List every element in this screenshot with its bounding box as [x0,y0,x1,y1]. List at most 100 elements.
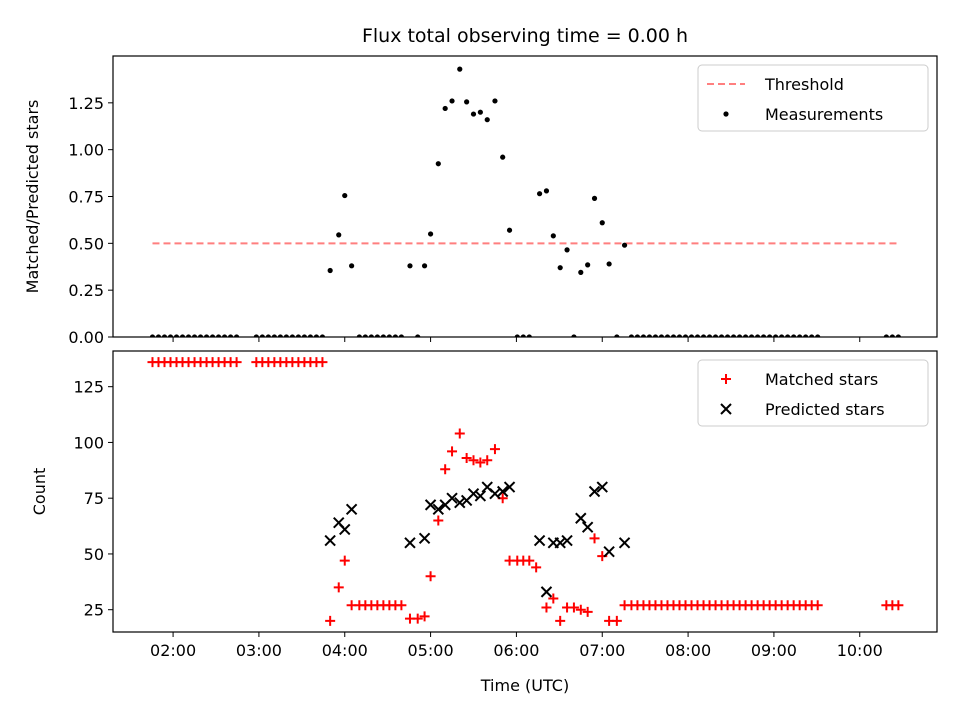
bottom-y-tick-label: 50 [84,545,104,564]
measurement-point [313,334,320,337]
bottom-axes-frame [112,350,938,633]
measurement-point [803,334,809,337]
predicted-star-point [561,534,573,547]
matched-star-point [812,600,823,611]
measurement-point [221,334,228,337]
measurement-point [797,334,803,337]
measurement-point [484,117,490,123]
measurement-point [386,334,392,337]
measurement-point [536,191,543,197]
predicted-star-point [554,537,566,549]
predicted-star-point [432,503,445,516]
measurement-point [203,334,210,337]
measurement-point [477,109,483,115]
measurement-point [215,334,222,337]
measurement-point [883,334,889,337]
x-tick-label: 08:00 [665,641,711,660]
top-y-tick-label: 0.75 [68,188,104,207]
legend-matched-swatch [721,374,731,384]
measurement-point [342,192,348,199]
bottom-y-axis-label: Count [30,468,49,516]
measurement-point [694,334,701,337]
predicted-star-point [581,521,594,533]
matched-star-point [575,604,586,615]
predicted-star-point [467,488,480,500]
bottom-legend: Matched stars Predicted stars [697,359,929,427]
measurement-point [791,334,797,337]
predicted-star-point [454,496,466,509]
measurement-point [149,334,156,337]
measurement-point [227,334,234,337]
measurement-point [449,98,455,104]
matched-star-point [339,555,350,566]
matched-star-point [548,593,559,604]
matched-star-point [317,357,328,368]
predicted-star-point [418,532,431,545]
measurement-point [889,334,895,337]
measurement-point [319,334,326,337]
bottom-y-tick-label: 100 [73,433,104,452]
measurement-point [749,334,755,337]
predicted-star-point [446,492,458,504]
measurement-point [173,334,180,337]
x-tick-label: 04:00 [322,641,368,660]
measurement-point [730,334,737,337]
bottom-y-tick-label: 25 [84,601,104,620]
measurement-point [336,232,342,238]
measurement-point [646,334,653,337]
measurement-point [368,334,374,337]
measurement-point [167,334,174,337]
matched-star-point [482,455,493,466]
measurement-point [773,334,779,337]
matched-star-point [440,464,451,475]
measurement-point [349,263,355,269]
matched-star-point [447,446,458,457]
measurement-point [301,334,308,337]
predicted-star-point [345,503,358,516]
x-tick-label: 06:00 [493,641,539,660]
measurement-point [380,334,386,337]
matched-star-point [893,600,904,611]
matched-star-point [333,582,344,593]
measurement-point [435,161,441,167]
measurement-point [767,334,773,337]
legend-predicted-swatch [720,403,732,415]
x-axis-label: Time (UTC) [480,676,569,695]
measurement-point [374,334,380,337]
measurement-point [895,334,901,337]
matched-star-point [433,515,444,526]
bottom-y-tick-label: 75 [84,489,104,508]
measurement-point [718,334,725,337]
matched-star-point [611,615,622,626]
measurement-point [259,334,265,337]
matched-star-point [396,600,407,611]
chart-title: Flux total observing time = 0.00 h [362,25,688,47]
measurement-point [191,334,198,337]
measurement-point [652,334,659,337]
measurement-point [407,263,413,269]
top-panel: 0.00 0.25 0.50 0.75 1.00 1.25 Matched/Predicte… [23,55,938,347]
matched-star-point [412,613,423,624]
matched-star-point [461,453,472,464]
legend-measurement-swatch [723,111,729,117]
measurement-point [161,334,168,337]
matched-star-point [531,562,542,573]
x-tick-label: 05:00 [408,641,454,660]
legend-label: Measurements [765,105,883,124]
measurement-point [682,334,689,337]
measurement-point [514,334,520,337]
matched-star-point [425,571,436,582]
x-tick-label: 07:00 [579,641,625,660]
matched-star-point [419,611,430,622]
top-y-tick-label: 1.00 [68,141,104,160]
bottom-legend-box [697,359,929,427]
predicted-star-point [404,537,416,549]
matched-star-point [475,457,486,468]
measurement-point [815,334,821,337]
legend-label: Threshold [764,75,844,94]
measurement-point [700,334,707,337]
top-legend: Threshold Measurements [697,64,929,132]
matched-star-point [489,444,500,455]
measurement-point [392,334,398,337]
predicted-star-point [503,481,516,493]
